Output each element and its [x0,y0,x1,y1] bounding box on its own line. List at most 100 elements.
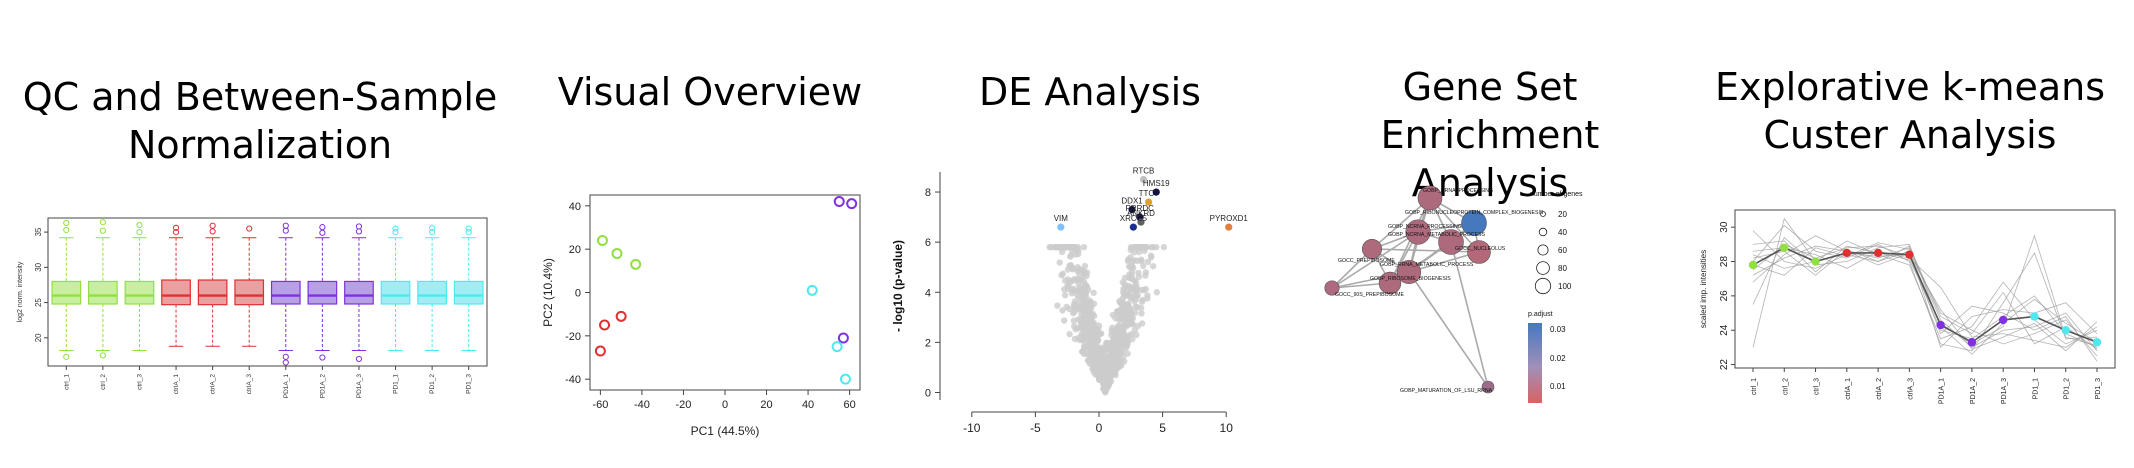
y-tick-label: 22 [1719,359,1730,371]
volcano-point [1144,292,1151,299]
x-tick-label: 0 [1096,421,1103,435]
network-node [1438,229,1464,255]
volcano-point [1074,250,1082,258]
box-outlier [136,221,143,229]
size-legend-label: 100 [1558,282,1572,291]
volcano-point [1133,331,1140,339]
volcano-point [1087,337,1095,345]
volcano-point [1140,286,1147,294]
color-legend-tick: 0.03 [1550,325,1566,334]
x-tick-label: PD1_2 [2064,378,2071,400]
centroid-point [1873,248,1883,258]
color-legend-bar [1528,323,1542,403]
volcano-point [1075,334,1082,342]
volcano-point [1132,295,1140,303]
volcano-point [1113,326,1120,333]
kmeans-title: Explorative k-means Custer Analysis [1690,63,2130,159]
y-tick-label: 4 [925,287,931,299]
x-tick-label: -20 [676,399,692,411]
volcano-point [1110,355,1117,362]
pca-point-ctrlA [594,345,606,357]
pca-point-pd1 [839,373,851,385]
volcano-gene-label: XRCC5 [1120,214,1148,223]
overview-title: Visual Overview [557,70,863,114]
volcano-gene-label: PYROXD1 [1210,214,1249,223]
pca-point-ctrl [596,235,608,246]
y-tick-label: 24 [1719,324,1730,336]
volcano-point [1122,289,1129,296]
cluster-member-line [1752,247,2098,348]
x-tick-label: PD1A_1 [283,374,290,399]
volcano-hit-point [1128,205,1136,214]
y-tick-label: 28 [1719,256,1730,268]
volcano-point [1052,243,1059,251]
y-tick-label: 6 [925,237,931,249]
volcano-point [1065,243,1073,251]
size-legend-label: 60 [1558,246,1567,255]
box [234,279,265,306]
x-tick-label: 40 [802,399,814,411]
box-outlier [99,219,106,226]
volcano-point [1066,330,1073,338]
x-tick-label: PD1A_2 [319,374,326,399]
cluster-member-line [1752,243,2098,348]
volcano-point [1135,248,1143,256]
pca-point-pd1 [831,341,843,353]
volcano-chart: -10 -5 0 5 10 0 2 4 6 8 - log10 (p-value) RTCB HMS19… [891,167,1249,435]
box-outlier [319,229,326,236]
volcano-point [1088,328,1095,336]
volcano-point [1121,274,1129,282]
pca-point-ctrlA [599,319,611,331]
volcano-point [1131,283,1138,290]
size-legend-circle [1538,227,1548,237]
volcano-point [1129,258,1136,265]
box-outlier [282,227,289,234]
y-axis-label: PC2 (10.4%) [541,258,555,327]
volcano-point [1082,302,1090,309]
volcano-point [1132,303,1139,310]
gsea-network-chart: GOBP_RRNA_PROCESSING GOBP_RIBONUCLEOPROTE… [1324,185,1583,403]
size-legend-circle [1540,211,1546,217]
y-tick-label: 20 [569,244,581,256]
volcano-point [1087,298,1094,306]
network-edge [1408,271,1489,388]
box-outlier [136,228,143,236]
de-title: DE Analysis [979,70,1201,114]
cluster-member-line [1752,235,2098,352]
x-tick-label: ctrlA_2 [1876,378,1883,400]
x-tick-label: PD1_3 [2095,378,2102,400]
box-outlier [209,222,216,229]
volcano-point [1093,334,1100,341]
y-tick-label: 8 [925,187,931,199]
box [161,279,191,306]
volcano-point [1086,315,1093,322]
box-outlier [355,228,363,235]
x-tick-label: 60 [843,399,855,411]
x-tick-label: PD1_1 [393,374,400,394]
y-tick-label: 30 [34,262,43,271]
box-outlier [392,225,399,232]
color-legend-title: p.adjust [1528,311,1553,318]
volcano-point [1076,305,1084,312]
x-tick-label: ctrlA_3 [1907,378,1914,400]
kmeans-line-chart: 22 24 26 28 30 scaled imp. intensities ctrl_1 c… [1699,209,2116,404]
gsea-title-line1: Gene Set [1402,65,1578,109]
volcano-point [1127,316,1134,323]
volcano-point [1090,322,1097,329]
y-axis-label: - log10 (p-value) [891,240,905,332]
volcano-point [1080,267,1087,274]
volcano-point [1135,269,1142,277]
network-node-label: GOCC_PREPIBOSOME [1338,258,1395,264]
x-tick-label: ctrl_2 [100,374,107,390]
volcano-point [1088,304,1095,311]
plot-frame [1734,209,2116,369]
volcano-point [1096,360,1103,367]
x-tick-label: 0 [722,399,728,411]
volcano-point [1119,299,1127,306]
de-panel: DE Analysis -10 -5 0 5 10 0 2 4 6 8 - log10 (p-val… [880,0,1300,468]
volcano-point [1061,286,1068,293]
volcano-point [1056,259,1063,266]
x-tick-label: PD1_1 [2032,378,2039,400]
volcano-point [1153,289,1161,296]
network-edge [1450,241,1489,388]
